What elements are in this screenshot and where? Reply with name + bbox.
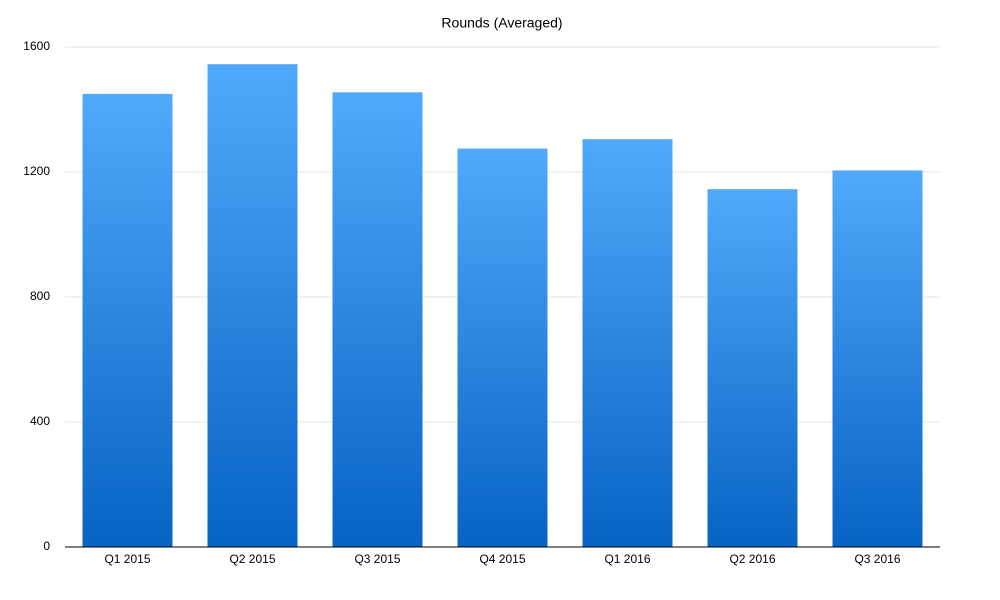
- y-tick-label: 800: [30, 289, 50, 303]
- y-tick-label: 1600: [23, 39, 50, 53]
- y-tick-label: 1200: [23, 164, 50, 178]
- bar: [582, 139, 673, 547]
- x-tick-label: Q1 2016: [604, 552, 650, 566]
- bar: [332, 92, 423, 547]
- bar: [82, 93, 173, 547]
- x-tick-label: Q4 2015: [479, 552, 525, 566]
- bar: [707, 189, 798, 547]
- y-tick-label: 400: [30, 414, 50, 428]
- bar: [207, 64, 298, 547]
- x-tick-label: Q2 2016: [729, 552, 775, 566]
- x-tick-label: Q3 2015: [354, 552, 400, 566]
- bar: [457, 148, 548, 547]
- x-tick-label: Q3 2016: [854, 552, 900, 566]
- chart-title: Rounds (Averaged): [441, 15, 562, 31]
- x-tick-label: Q1 2015: [104, 552, 150, 566]
- x-tick-label: Q2 2015: [229, 552, 275, 566]
- bar: [832, 170, 923, 547]
- y-tick-label: 0: [43, 539, 50, 553]
